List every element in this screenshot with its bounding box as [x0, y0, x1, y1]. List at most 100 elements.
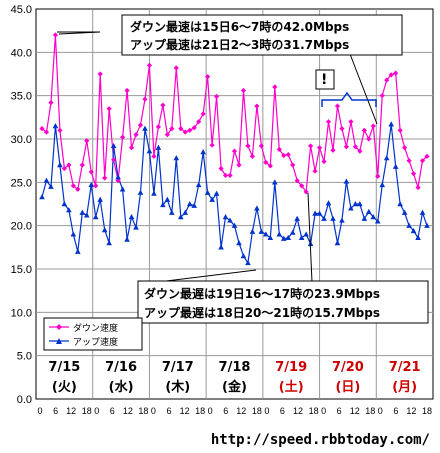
up-speed-point: [43, 177, 50, 183]
down-speed-point: [146, 62, 153, 68]
down-speed-point: [39, 126, 45, 132]
y-tick-label: 5.0: [17, 351, 32, 363]
down-speed-point: [133, 132, 139, 138]
up-speed-point: [339, 217, 345, 223]
up-speed-point: [249, 228, 256, 234]
day-date-label: 7/20: [332, 360, 364, 375]
down-speed-point: [424, 153, 430, 159]
up-speed-point: [146, 148, 153, 154]
top-annotation: ダウン最速は15日6〜7時の42.0Mbps アップ最速は21日2〜3時の31.…: [57, 14, 403, 125]
up-speed-point: [222, 214, 229, 220]
y-tick-label: 30.0: [11, 134, 32, 146]
down-speed-point: [209, 142, 215, 148]
up-speed-point: [164, 196, 171, 202]
up-speed-point: [388, 121, 394, 127]
x-tick-label: 18: [309, 406, 319, 416]
down-speed-point: [384, 77, 390, 83]
legend-down-marker: [56, 324, 62, 330]
down-speed-point: [236, 162, 242, 168]
day-weekday-label: (木): [165, 379, 190, 395]
top-note-line2: アップ最速は21日2〜3時の31.7Mbps: [130, 37, 349, 52]
x-tick-label: 12: [236, 406, 246, 416]
day-weekday-label: (土): [279, 379, 304, 395]
down-speed-point: [361, 127, 367, 133]
up-speed-point: [258, 228, 265, 234]
day-labels: 7/15 (火) 7/16 (水) 7/17 (木) 7/18 (金) 7/19 (土) 7/20 (…: [48, 360, 420, 395]
y-tick-label: 35.0: [11, 91, 32, 103]
y-axis-ticks: 0.0 5.0 10.0 15.0 20.0 25.0 30.0 35.0 40.0 45.0: [11, 4, 32, 406]
down-speed-point: [57, 127, 63, 133]
up-speed-point: [227, 217, 233, 223]
up-speed-point: [240, 253, 247, 259]
top-callout-line3: [349, 53, 378, 125]
down-speed-point: [321, 158, 327, 165]
up-speed-point: [419, 209, 426, 215]
legend: ダウン速度 アップ速度: [43, 317, 143, 351]
up-speed-point: [209, 196, 215, 202]
bottom-callout-line1: [307, 192, 313, 283]
down-speed-point: [205, 74, 211, 80]
down-speed-point: [200, 111, 206, 117]
down-speed-point: [388, 72, 394, 78]
up-speed-point: [298, 234, 305, 240]
up-speed-point: [357, 201, 363, 207]
x-tick-label: 12: [123, 406, 133, 416]
x-tick-label: 12: [66, 406, 76, 416]
x-tick-label: 18: [252, 406, 262, 416]
bottom-annotation: ダウン最遅は19日16〜17時の23.9Mbps アップ最遅は18日20〜21時…: [137, 192, 429, 324]
up-speed-point: [316, 210, 323, 216]
x-tick-label: 6: [166, 406, 171, 416]
up-speed-point: [410, 227, 417, 234]
x-tick-label: 6: [53, 406, 58, 416]
up-speed-point: [88, 181, 95, 188]
down-speed-point: [308, 143, 314, 149]
down-speed-point: [84, 138, 90, 144]
down-speed-point: [164, 132, 170, 138]
up-speed-point: [213, 190, 220, 196]
top-note-box: [121, 14, 403, 56]
down-speed-point: [88, 169, 94, 175]
up-speed-point: [191, 202, 198, 208]
legend-down-label: ダウン速度: [73, 322, 118, 334]
up-speed-point: [334, 240, 341, 246]
bottom-note-line1: ダウン最遅は19日16〜17時の23.9Mbps: [144, 286, 380, 301]
up-speed-point: [245, 259, 251, 266]
up-speed-point: [195, 181, 202, 188]
bottom-callout-line2: [157, 269, 257, 283]
down-speed-point: [267, 163, 273, 169]
down-speed-point: [343, 144, 350, 150]
up-speed-point: [173, 155, 180, 161]
down-speed-point: [218, 165, 224, 172]
down-speed-point: [119, 134, 126, 140]
up-speed-point: [415, 234, 421, 240]
down-speed-point: [316, 145, 323, 151]
up-speed-point: [263, 231, 269, 237]
x-tick-label: 12: [180, 406, 190, 416]
down-speed-point: [415, 184, 421, 191]
down-speed-point: [258, 143, 264, 149]
x-tick-label: 6: [223, 406, 228, 416]
day-date-label: 7/17: [162, 360, 194, 375]
down-speed-point: [182, 129, 188, 135]
down-speed-point: [196, 119, 202, 125]
down-speed-point: [410, 171, 417, 177]
x-tick-label: 18: [82, 406, 92, 416]
y-tick-label: 40.0: [11, 47, 32, 59]
down-speed-point: [111, 157, 117, 163]
down-speed-point: [128, 145, 135, 151]
down-speed-point: [75, 186, 81, 192]
down-speed-point: [254, 103, 260, 109]
legend-up-label: アップ速度: [73, 336, 118, 348]
up-speed-point: [83, 212, 90, 218]
down-speed-point: [160, 102, 166, 108]
up-speed-point: [276, 231, 283, 237]
x-tick-label: 6: [393, 406, 398, 416]
up-speed-point: [204, 189, 211, 195]
day-date-label: 7/16: [105, 360, 137, 375]
down-speed-point: [102, 175, 108, 181]
down-speed-point: [303, 189, 309, 195]
up-speed-point: [330, 215, 336, 221]
x-tick-label: 0: [208, 406, 213, 416]
down-speed-point: [52, 32, 59, 38]
legend-up-marker: [56, 338, 62, 344]
